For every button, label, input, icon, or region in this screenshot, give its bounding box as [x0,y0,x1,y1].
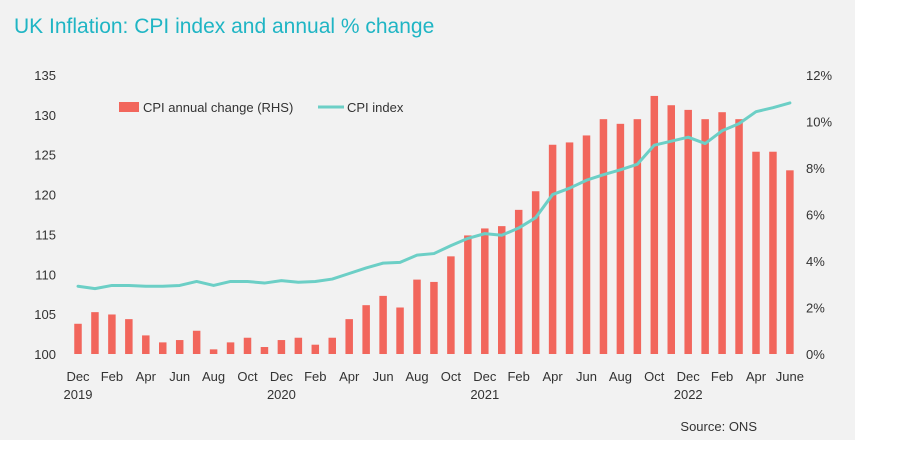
bar-2022-07 [600,119,608,354]
x-tick-label: Apr [746,369,767,384]
x-tick-label: Dec [677,369,701,384]
bar-2022-06 [583,135,591,354]
left-tick-label: 115 [35,227,56,242]
x-tick-label: Dec [66,369,90,384]
left-tick-label: 130 [34,108,56,123]
x-tick-label: Feb [101,369,123,384]
x-year-label: 2021 [470,387,499,402]
bar-2021-05 [362,305,370,354]
legend-bar-label: CPI annual change (RHS) [143,100,293,115]
bar-2022-08 [617,124,625,354]
x-year-label: 2022 [674,387,703,402]
bar-2022-12 [684,110,692,354]
bar-2019-12 [74,324,82,354]
bar-2020-03 [125,319,133,354]
bar-2022-01 [498,226,506,354]
bar-2021-11 [464,235,472,354]
right-tick-label: 12% [806,68,832,83]
x-axis: Dec Feb Apr Jun Aug Oct Dec Feb Apr Jun Aug Oct Dec F… [64,369,804,402]
left-tick-label: 120 [34,188,56,203]
bar-2020-04 [142,335,150,354]
x-tick-label: Oct [441,369,462,384]
bar-2020-09 [227,342,235,354]
bar-2021-04 [345,319,353,354]
bar-2021-02 [312,345,320,354]
x-year-label: 2020 [267,387,296,402]
x-tick-label: Feb [711,369,733,384]
x-tick-label: Aug [609,369,632,384]
bar-2023-06 [786,170,794,354]
right-tick-label: 6% [806,208,825,223]
line-series [78,103,790,289]
bar-2021-09 [430,282,438,354]
bar-2022-09 [634,119,642,354]
x-tick-label: Jun [576,369,597,384]
bar-2023-02 [718,112,726,354]
left-tick-label: 105 [34,307,56,322]
bar-2020-02 [108,314,116,354]
left-tick-label: 125 [34,148,56,163]
x-year-label: 2019 [64,387,93,402]
bar-series [74,96,793,354]
x-tick-label: Dec [270,369,294,384]
bar-2020-08 [210,349,218,354]
x-tick-label: Dec [473,369,497,384]
x-tick-label: Jun [373,369,394,384]
x-tick-label: Feb [304,369,326,384]
right-tick-label: 2% [806,301,825,316]
bar-2021-10 [447,256,455,354]
left-tick-label: 135 [34,68,56,83]
x-tick-label: Aug [405,369,428,384]
x-tick-label: Apr [136,369,157,384]
bar-2020-10 [244,338,252,354]
bar-2023-03 [735,119,743,354]
bar-2021-06 [379,296,387,354]
bar-2020-06 [176,340,184,354]
x-tick-label: June [776,369,804,384]
bar-2022-02 [515,210,523,354]
chart-card: UK Inflation: CPI index and annual % cha… [0,0,855,440]
bar-2020-12 [278,340,286,354]
left-tick-label: 110 [35,267,56,282]
x-tick-label: Apr [542,369,563,384]
x-tick-label: Aug [202,369,225,384]
bar-2022-05 [566,142,574,354]
bar-2023-04 [752,152,760,354]
cpi-index-line [78,103,790,289]
right-tick-label: 0% [806,347,825,362]
source-note: Source: ONS [680,419,757,434]
bar-2023-05 [769,152,777,354]
x-tick-label: Oct [644,369,665,384]
bar-2020-11 [261,347,269,354]
x-tick-label: Apr [339,369,360,384]
right-tick-label: 10% [806,115,832,130]
legend-line-label: CPI index [347,100,404,115]
bar-2020-05 [159,342,167,354]
left-tick-label: 100 [34,347,56,362]
chart-svg: 100 105 110 115 120 125 130 135 0% 2% 4% 6% 8% 10% 12… [0,0,855,440]
right-tick-label: 4% [806,254,825,269]
bar-2021-07 [396,308,404,355]
bar-2020-01 [91,312,99,354]
bar-2021-03 [329,338,337,354]
bar-2022-10 [651,96,659,354]
bar-2021-08 [413,280,421,354]
x-tick-label: Oct [237,369,258,384]
bar-2021-01 [295,338,303,354]
right-tick-label: 8% [806,161,825,176]
bar-2020-07 [193,331,201,354]
left-axis: 100 105 110 115 120 125 130 135 [34,68,56,362]
bar-2023-01 [701,119,709,354]
bar-2022-04 [549,145,557,354]
legend-bar-swatch [119,102,139,112]
right-axis: 0% 2% 4% 6% 8% 10% 12% [806,68,832,362]
legend: CPI annual change (RHS) CPI index [119,100,404,115]
x-tick-label: Feb [507,369,529,384]
bar-2021-12 [481,228,489,354]
x-tick-label: Jun [169,369,190,384]
